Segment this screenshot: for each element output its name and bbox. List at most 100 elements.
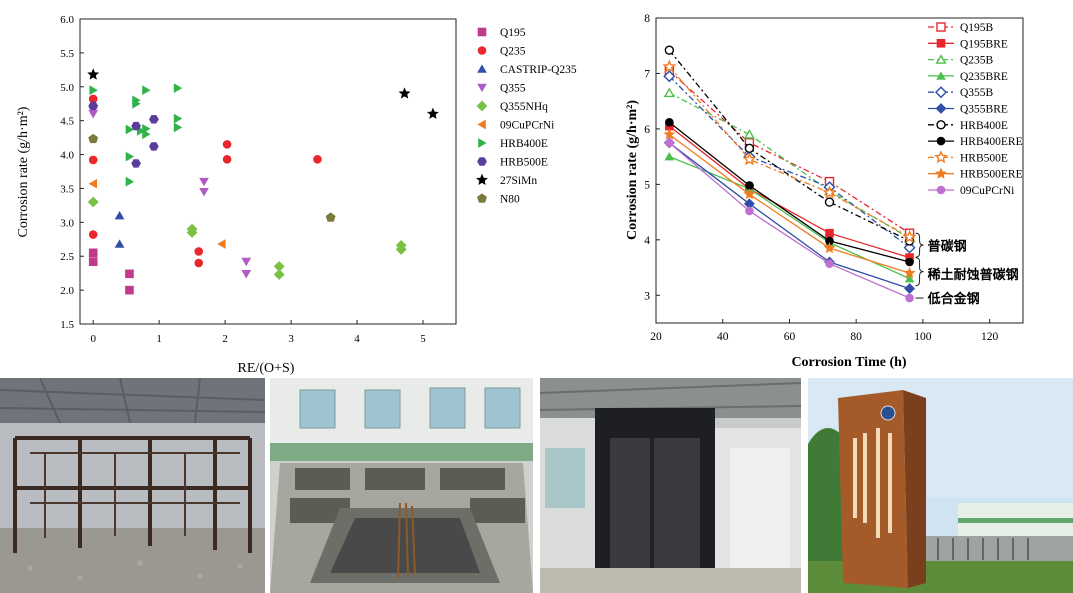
scatter-point (88, 230, 98, 239)
line-legend-label: Q195B (960, 22, 994, 34)
line-data-point (823, 241, 836, 254)
line-legend-marker (936, 136, 946, 146)
scatter-legend-marker (477, 119, 486, 130)
line-legend: Q195B Q195BRE Q235B Q235BRE Q355B Q355BRE HRB4… (928, 22, 1023, 197)
scatter-point (149, 115, 159, 124)
line-data-point (663, 70, 676, 83)
line-y-tick-label: 8 (644, 13, 650, 25)
scatter-legend-marker (477, 64, 487, 73)
line-y-tick-label: 4 (644, 235, 650, 247)
line-data-point (742, 152, 757, 166)
line-x-tick-label: 100 (914, 331, 932, 343)
line-legend-label: Q235BRE (960, 71, 1008, 83)
line-legend-marker (936, 38, 946, 48)
scatter-x-tick-label: 5 (420, 333, 426, 345)
line-data-point (905, 293, 914, 303)
line-data-point (663, 87, 675, 98)
steel-group-label: 稀土耐蚀普碳钢 (928, 267, 1019, 282)
scatter-x-tick-label: 1 (156, 333, 162, 345)
scatter-point (325, 212, 336, 222)
scatter-legend-label: 09CuPCrNi (500, 120, 554, 132)
line-data-point (665, 138, 674, 148)
scatter-legend-label: Q355NHq (500, 101, 548, 113)
line-series-path (668, 121, 910, 263)
scatter-point (199, 188, 209, 197)
scatter-point (114, 211, 125, 220)
steel-group-label: 普碳钢 (928, 238, 967, 253)
line-legend-label: HRB500ERE (960, 169, 1023, 181)
line-data-point (665, 117, 674, 127)
scatter-plot-frame (79, 18, 457, 325)
scatter-point (241, 257, 252, 267)
line-data-point (822, 185, 837, 199)
scatter-legend-marker (477, 46, 487, 55)
line-series-path (668, 133, 910, 274)
line-legend-label: Q195BRE (960, 38, 1008, 50)
scatter-point (88, 110, 99, 119)
line-legend-label: HRB500E (960, 152, 1008, 164)
scatter-point (222, 140, 232, 149)
line-data-point (743, 188, 756, 200)
scatter-point (125, 151, 135, 162)
scatter-point (88, 155, 98, 165)
line-series-path (668, 142, 910, 299)
line-y-tick-label: 6 (644, 124, 650, 136)
line-data-point (902, 229, 917, 244)
line-series-path (668, 75, 910, 249)
scatter-legend-marker (477, 157, 487, 166)
scatter-legend-marker (476, 100, 488, 112)
scatter-point (88, 178, 97, 189)
scatter-axes: 1.5 2.0 2.5 3.0 3.5 4.0 4.5 5.0 5.5 6.0 0 1 2 3 4 5 (60, 14, 457, 345)
line-data-point (825, 228, 834, 238)
scatter-point (88, 248, 98, 258)
line-legend-marker (936, 185, 946, 195)
scatter-point (125, 285, 134, 295)
scatter-legend-marker (477, 193, 487, 203)
scatter-point (88, 101, 99, 110)
scatter-legend-label: Q355 (500, 83, 526, 95)
scatter-y-tick-label: 4.5 (60, 116, 74, 128)
line-y-tick-label: 5 (644, 179, 650, 191)
scatter-x-axis-label: RE/(O+S) (238, 361, 295, 376)
line-data-point (825, 259, 834, 268)
scatter-legend-label: Q235 (500, 46, 526, 58)
line-x-tick-label: 80 (850, 331, 862, 343)
line-series (662, 45, 917, 303)
line-data-point (664, 152, 675, 161)
scatter-y-tick-label: 5.5 (60, 48, 74, 60)
institute-signboard-photo (808, 378, 1073, 593)
scatter-legend-marker (477, 27, 487, 37)
scatter-point (173, 83, 183, 94)
scatter-point (88, 133, 99, 144)
line-data-point (905, 257, 914, 267)
scatter-y-tick-label: 5.0 (60, 82, 74, 94)
line-data-point (903, 266, 916, 279)
line-legend-label: Q235B (960, 55, 994, 67)
scatter-point (186, 227, 198, 238)
line-legend-marker (936, 120, 946, 130)
line-series-path (668, 142, 910, 290)
line-x-tick-label: 40 (717, 331, 729, 343)
line-legend-marker (935, 86, 947, 99)
line-data-point (745, 206, 754, 216)
scatter-legend-label: CASTRIP-Q235 (500, 64, 577, 76)
scatter-y-tick-label: 6.0 (60, 14, 74, 26)
line-series-path (668, 66, 910, 238)
line-legend-marker (934, 150, 948, 164)
scatter-legend-label: HRB500E (500, 157, 548, 169)
scatter-point (173, 113, 183, 124)
scatter-x-tick-label: 2 (222, 333, 228, 345)
scatter-y-tick-label: 3.5 (60, 183, 74, 195)
line-x-tick-label: 60 (784, 331, 796, 343)
line-legend-label: HRB400E (960, 120, 1008, 132)
group-bracket (915, 257, 924, 287)
scatter-point (222, 155, 232, 164)
line-x-axis-label: Corrosion Time (h) (791, 355, 906, 370)
scatter-point (194, 258, 204, 268)
line-data-point (904, 283, 916, 295)
scatter-legend-label: Q195 (500, 27, 526, 39)
scatter-point (241, 269, 252, 279)
line-data-point (904, 274, 915, 283)
scatter-y-tick-label: 1.5 (60, 319, 74, 331)
